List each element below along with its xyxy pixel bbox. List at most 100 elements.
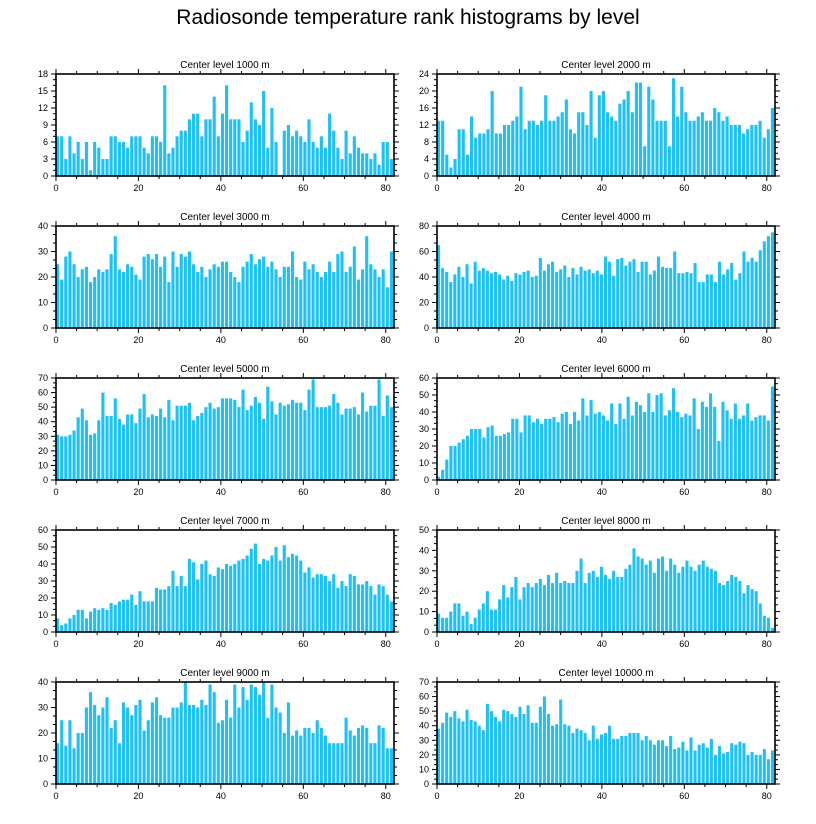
histogram-bar	[673, 251, 677, 328]
histogram-bar	[121, 702, 126, 784]
histogram-bar	[585, 125, 589, 176]
y-tick-label: 10	[419, 458, 429, 468]
histogram-bar	[167, 586, 171, 632]
x-tick-label: 60	[298, 487, 308, 497]
histogram-bar	[519, 86, 523, 176]
histogram-bar	[564, 412, 568, 480]
histogram-bar	[68, 136, 72, 176]
histogram-bar	[348, 408, 352, 480]
histogram-bar	[344, 271, 348, 328]
y-tick-label: 30	[419, 735, 429, 745]
histogram-bar	[542, 585, 546, 632]
x-tick-label: 60	[679, 335, 689, 345]
histogram-bar	[511, 120, 515, 176]
histogram-bar	[494, 133, 498, 176]
histogram-bar	[109, 727, 113, 784]
histogram-bar	[299, 735, 303, 784]
histogram-bar	[373, 594, 377, 632]
histogram-bar	[494, 435, 498, 480]
histogram-bar	[638, 82, 643, 176]
x-tick-label: 0	[53, 183, 58, 193]
histogram-bar	[494, 609, 498, 632]
histogram-bar	[445, 617, 449, 632]
y-tick-label: 0	[424, 171, 429, 181]
histogram-bar	[266, 560, 270, 632]
histogram-bar	[183, 405, 187, 480]
histogram-bar	[563, 724, 567, 784]
histogram-bar	[510, 587, 514, 632]
histogram-bar	[685, 271, 689, 328]
histogram-bar	[113, 720, 117, 784]
histogram-bar	[482, 133, 486, 176]
y-tick-label: 0	[43, 171, 48, 181]
histogram-bar	[560, 112, 564, 176]
histogram-bar	[659, 120, 663, 176]
histogram-bar	[659, 393, 663, 480]
histogram-bar	[689, 273, 693, 328]
histogram-bar	[130, 136, 134, 176]
histogram-bar	[340, 581, 344, 632]
histogram-bar	[620, 576, 624, 632]
x-tick-label: 60	[679, 791, 689, 801]
histogram-bar	[640, 558, 644, 632]
histogram-bar	[754, 591, 758, 632]
histogram-bar	[601, 91, 605, 176]
histogram-bar	[595, 576, 599, 632]
y-tick-label: 50	[419, 706, 429, 716]
histogram-bar	[117, 743, 121, 784]
histogram-bar	[385, 594, 389, 632]
histogram-bar	[762, 137, 766, 176]
histogram-bar	[241, 142, 245, 176]
histogram-bar	[502, 434, 507, 480]
histogram-bar	[241, 266, 245, 328]
histogram-bar	[485, 703, 489, 784]
histogram-bar	[526, 270, 530, 329]
histogram-bar	[624, 568, 628, 632]
histogram-bar	[445, 271, 449, 328]
histogram-bar	[154, 697, 159, 784]
y-tick-label: 30	[38, 703, 48, 713]
histogram-bar	[437, 245, 441, 329]
histogram-bar	[502, 125, 507, 176]
histogram-bar	[369, 586, 373, 632]
histogram-bar	[282, 405, 286, 480]
histogram-bar	[701, 743, 705, 784]
histogram-bar	[693, 750, 697, 784]
histogram-bar	[159, 715, 163, 784]
histogram-bar	[290, 399, 295, 480]
x-tick-label: 0	[53, 487, 58, 497]
histogram-bar	[373, 269, 377, 328]
histogram-bar	[469, 429, 474, 480]
histogram-bar	[381, 727, 385, 784]
histogram-bar	[758, 250, 762, 328]
histogram-bar	[249, 548, 253, 632]
histogram-bar	[469, 116, 474, 176]
histogram-bar	[652, 270, 656, 329]
histogram-bar	[540, 120, 544, 176]
histogram-bar	[142, 147, 146, 176]
histogram-bar	[385, 748, 389, 784]
histogram-bar	[121, 599, 126, 632]
histogram-bar	[290, 251, 295, 328]
x-tick-label: 20	[133, 487, 143, 497]
histogram-bar	[685, 750, 689, 784]
histogram-bar	[146, 417, 150, 480]
histogram-bar	[88, 692, 93, 784]
histogram-bar	[465, 709, 469, 784]
histogram-bar	[626, 396, 630, 480]
x-tick-label: 20	[133, 335, 143, 345]
histogram-bar	[506, 275, 510, 328]
histogram-bar	[461, 277, 465, 328]
histogram-panel-8: Center level 8000 m 0 20 40 60 80 0 10 20 30 40 50	[419, 516, 780, 649]
histogram-bar	[233, 119, 237, 176]
histogram-bar	[689, 566, 693, 632]
histogram-bar	[142, 601, 146, 632]
histogram-bar	[519, 432, 523, 480]
histogram-bar	[295, 130, 299, 176]
histogram-bar	[130, 715, 134, 784]
histogram-bar	[179, 254, 183, 328]
histogram-bar	[559, 583, 563, 632]
histogram-bar	[365, 153, 369, 176]
x-tick-label: 80	[381, 791, 391, 801]
